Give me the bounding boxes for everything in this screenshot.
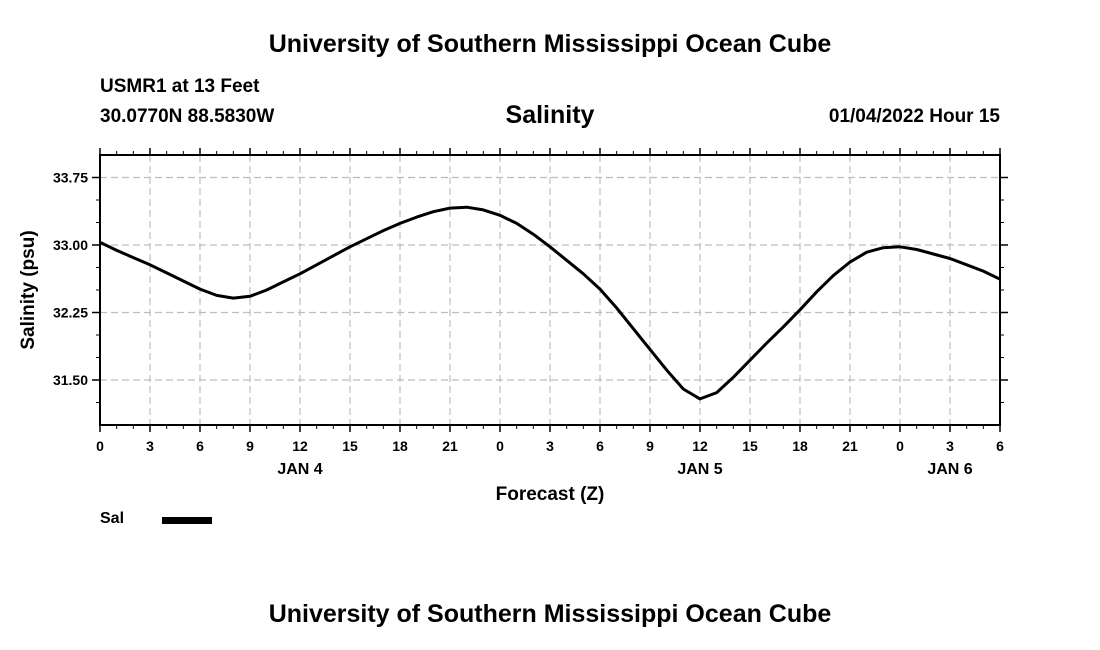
x-tick-label: 12 — [692, 438, 708, 454]
legend-label: Sal — [100, 510, 125, 527]
x-tick-label: 18 — [792, 438, 808, 454]
y-tick-label: 31.50 — [53, 372, 88, 388]
x-tick-label: 9 — [246, 438, 254, 454]
y-tick-label: 32.25 — [53, 305, 88, 321]
legend-swatch — [162, 517, 212, 524]
x-tick-label: 6 — [196, 438, 204, 454]
x-tick-label: 0 — [496, 438, 504, 454]
coordinates-label: 30.0770N 88.5830W — [100, 106, 275, 127]
bottom-title: University of Southern Mississippi Ocean… — [268, 600, 832, 628]
y-tick-label: 33.75 — [53, 170, 88, 186]
x-tick-label: 3 — [546, 438, 554, 454]
series-layer — [99, 205, 1001, 401]
grid-layer — [100, 155, 1000, 425]
x-day-label: JAN 4 — [277, 461, 322, 478]
x-tick-label: 21 — [842, 438, 858, 454]
x-tick-label: 3 — [146, 438, 154, 454]
x-tick-label: 15 — [742, 438, 758, 454]
y-tick-label: 33.00 — [53, 237, 88, 253]
y-axis-ticks: 31.50 32.25 33.00 33.75 — [53, 170, 1008, 388]
station-label: USMR1 at 13 Feet — [100, 76, 260, 97]
x-day-label: JAN 5 — [677, 461, 722, 478]
x-tick-label: 0 — [896, 438, 904, 454]
x-tick-label: 3 — [946, 438, 954, 454]
salinity-chart: 0 3 6 9 12 15 18 21 0 3 6 9 12 15 18 21 0 3 6 JAN 4 JAN 5 JAN… — [18, 148, 1008, 505]
x-axis-label: Forecast (Z) — [496, 484, 605, 505]
x-tick-label: 6 — [596, 438, 604, 454]
x-tick-label: 6 — [996, 438, 1004, 454]
x-tick-label: 12 — [292, 438, 308, 454]
x-tick-label: 9 — [646, 438, 654, 454]
x-tick-label: 15 — [342, 438, 358, 454]
x-tick-label: 21 — [442, 438, 458, 454]
x-tick-label: 18 — [392, 438, 408, 454]
y-axis-label: Salinity (psu) — [18, 230, 39, 349]
x-day-label: JAN 6 — [927, 461, 972, 478]
series-line-sal — [99, 205, 1001, 401]
x-axis-ticks: 0 3 6 9 12 15 18 21 0 3 6 9 12 15 18 21 0 3 6 JAN 4 JAN 5 JAN… — [96, 148, 1004, 478]
chart-title: Salinity — [505, 101, 595, 129]
top-title: University of Southern Mississippi Ocean… — [268, 30, 832, 58]
x-tick-label: 0 — [96, 438, 104, 454]
forecast-datetime-label: 01/04/2022 Hour 15 — [828, 106, 1000, 127]
